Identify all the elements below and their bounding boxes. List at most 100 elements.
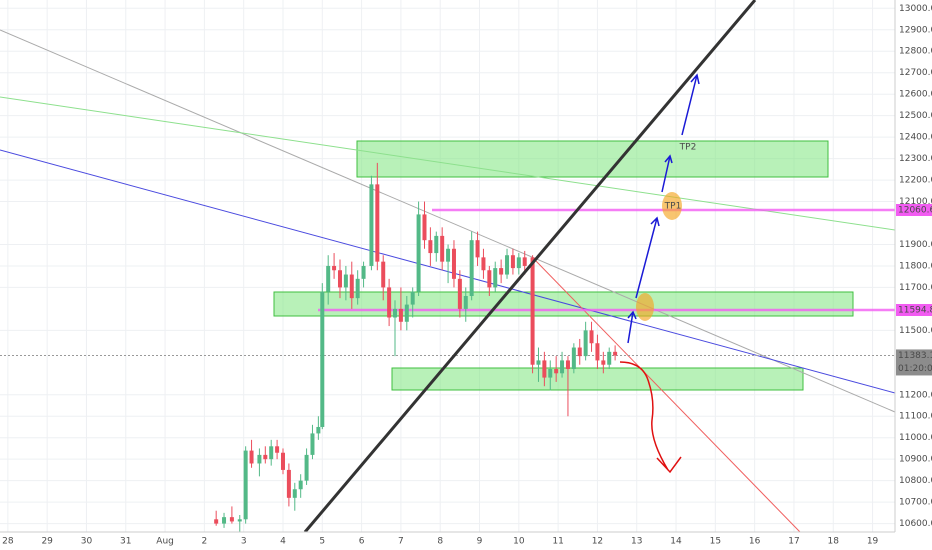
candle-body: [229, 517, 234, 522]
candle-body: [249, 450, 254, 464]
candle-body: [355, 278, 360, 299]
time-axis: [0, 532, 895, 550]
candle-body: [434, 235, 439, 254]
x-tick-label: 12: [592, 537, 603, 547]
candle-body: [481, 257, 486, 271]
drawings-top: TP1 TP2: [303, 0, 757, 533]
candle-body: [369, 184, 374, 266]
arrow: [627, 310, 637, 344]
candle-body: [275, 446, 280, 453]
level-label: 12060.61: [898, 205, 932, 215]
y-tick-label: 11700.00: [899, 283, 932, 293]
candle-body: [237, 519, 242, 522]
trend-line: [0, 29, 896, 413]
arrow: [635, 216, 660, 299]
y-tick-label: 10600.00: [899, 519, 932, 529]
candle-body: [446, 248, 451, 262]
candle-body: [505, 255, 510, 275]
y-tick-label: 11500.00: [899, 326, 932, 336]
candle-body: [487, 270, 492, 288]
last-price-tag: [896, 349, 932, 376]
candle-body: [304, 454, 309, 481]
y-tick-label: 11100.00: [899, 412, 932, 422]
candle-body: [510, 255, 515, 269]
arrow: [681, 73, 700, 136]
candle-body: [601, 360, 606, 365]
y-tick-label: 12400.00: [899, 133, 932, 143]
x-tick-label: 9: [477, 537, 483, 547]
y-tick-label: 13000.00: [899, 4, 932, 14]
candle-body: [542, 360, 547, 378]
grid: [0, 0, 895, 532]
x-tick-label: 8: [437, 537, 443, 547]
candle-body: [536, 360, 541, 365]
candle-body: [320, 291, 325, 427]
y-tick-label: 10800.00: [899, 476, 932, 486]
price-axis: [895, 0, 932, 550]
candle-body: [393, 308, 398, 318]
candle-body: [398, 308, 403, 322]
y-tick-label: 11900.00: [899, 240, 932, 250]
last-price-label: 11383.13: [898, 351, 932, 361]
y-tick-label: 12500.00: [899, 111, 932, 121]
arrow: [619, 361, 682, 474]
candle-body: [440, 235, 445, 262]
candle-body: [560, 360, 565, 374]
candles: [214, 162, 618, 533]
candle-body: [428, 240, 433, 254]
candle-body: [493, 268, 498, 288]
candle-body: [269, 446, 274, 460]
zone: [391, 367, 804, 391]
x-tick-label: 5: [319, 537, 325, 547]
candle-body: [243, 450, 248, 520]
annotation: TP2: [679, 143, 697, 153]
candle-body: [516, 257, 521, 269]
candle-body: [589, 330, 594, 344]
x-tick-label: 7: [398, 537, 404, 547]
candle-body: [522, 257, 527, 266]
x-tick-label: 29: [41, 537, 53, 547]
x-tick-label: 13: [631, 537, 642, 547]
candle-body: [280, 452, 285, 470]
candle-body: [257, 454, 262, 464]
annotation: TP1: [664, 202, 682, 212]
target-marker: [662, 192, 682, 220]
x-tick-label: 3: [241, 537, 247, 547]
countdown-label: 01:20:00: [898, 364, 932, 374]
axis-labels: 10600.00 10700.00 10800.00 10900.00 11000.00…: [2, 4, 932, 547]
candle-body: [332, 265, 337, 271]
x-tick-label: 17: [788, 537, 799, 547]
level-label: 11594.85: [898, 305, 932, 315]
x-tick-label: 31: [120, 537, 131, 547]
candle-body: [565, 360, 570, 370]
x-tick-label: 4: [280, 537, 286, 547]
candle-body: [469, 240, 474, 297]
x-tick-label: 10: [513, 537, 525, 547]
candle-body: [349, 274, 354, 299]
x-tick-label: 19: [867, 537, 879, 547]
x-tick-label: 11: [552, 537, 563, 547]
x-tick-label: 28: [2, 537, 14, 547]
trend-line: [0, 149, 896, 394]
target-marker: [636, 293, 654, 321]
candle-body: [463, 296, 468, 309]
y-tick-label: 12900.00: [899, 25, 932, 35]
candle-body: [457, 278, 462, 309]
y-tick-label: 12200.00: [899, 176, 932, 186]
candle-body: [263, 454, 268, 460]
x-tick-label: 30: [81, 537, 93, 547]
x-tick-label: 6: [359, 537, 365, 547]
x-tick-label: 15: [710, 537, 721, 547]
candle-body: [416, 214, 421, 292]
candle-body: [422, 214, 427, 241]
y-tick-label: 12700.00: [899, 68, 932, 78]
candle-body: [292, 489, 297, 498]
candle-body: [475, 240, 480, 258]
level-tag: [896, 203, 932, 216]
candle-body: [404, 304, 409, 322]
candle-body: [316, 426, 321, 434]
candle-body: [387, 287, 392, 318]
candle-body: [222, 517, 227, 524]
candle-body: [326, 265, 331, 292]
